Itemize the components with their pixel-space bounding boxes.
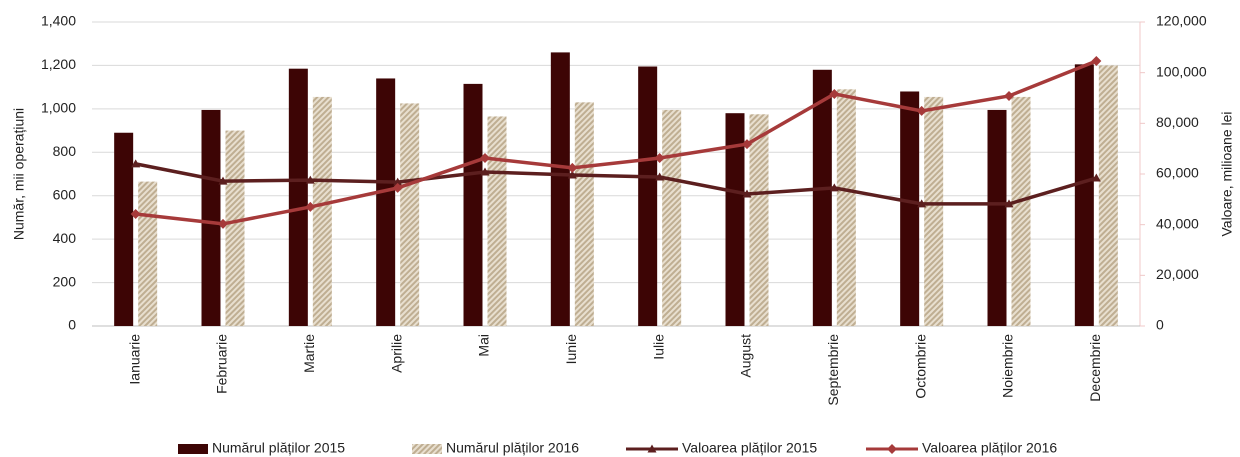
y-tick-label: 1,400 — [41, 13, 76, 29]
bar — [487, 116, 507, 326]
bar — [225, 130, 245, 326]
line — [135, 162, 1097, 206]
marker — [887, 444, 897, 454]
legend-label: Valoarea plăților 2015 — [682, 440, 817, 456]
marker — [130, 209, 141, 220]
y-tick-label: 400 — [53, 230, 77, 246]
y2-tick-label: 20,000 — [1156, 266, 1199, 282]
marker — [655, 172, 665, 181]
legend-swatch — [412, 444, 442, 454]
bar — [138, 181, 158, 326]
bar — [400, 103, 420, 326]
x-tick-label: Octombrie — [912, 334, 928, 399]
y-tick-label: 1,200 — [41, 56, 76, 72]
marker — [480, 167, 490, 176]
bar — [725, 113, 745, 326]
x-tick-label: Decembrie — [1087, 334, 1103, 402]
marker — [393, 177, 403, 186]
bar — [662, 109, 682, 326]
y-axis-label: Număr, mii operațiuni — [11, 108, 27, 240]
bar — [114, 132, 134, 326]
bar — [836, 89, 856, 326]
y2-tick-label: 120,000 — [1156, 13, 1207, 29]
bar — [1011, 96, 1031, 327]
x-tick-label: Februarie — [214, 334, 230, 394]
y2-tick-label: 0 — [1156, 317, 1164, 333]
bar — [288, 68, 308, 326]
y-tick-label: 800 — [53, 143, 77, 159]
x-tick-label: Iunie — [563, 334, 579, 365]
x-tick-label: Ianuarie — [126, 334, 142, 385]
x-tick-label: Noiembrie — [1000, 334, 1016, 398]
bar — [812, 69, 832, 327]
marker — [916, 105, 927, 116]
marker — [218, 218, 228, 229]
marker — [742, 139, 752, 150]
y-tick-label: 600 — [53, 186, 77, 202]
marker — [131, 159, 141, 168]
x-tick-label: Mai — [476, 334, 492, 357]
bar — [312, 96, 332, 327]
marker — [305, 201, 316, 212]
bar — [376, 78, 396, 326]
marker — [829, 88, 840, 99]
y2-tick-label: 60,000 — [1156, 165, 1199, 181]
marker — [305, 175, 315, 184]
marker — [567, 162, 578, 173]
marker — [1091, 56, 1102, 67]
bar — [900, 91, 920, 326]
y2-axis-label: Valoare, milioane lei — [1219, 111, 1235, 236]
marker — [392, 182, 403, 193]
bar — [987, 109, 1007, 326]
marker — [218, 176, 228, 185]
bar — [1098, 65, 1118, 326]
marker — [480, 153, 490, 164]
marker — [647, 444, 657, 453]
legend-swatch — [178, 444, 208, 454]
y2-tick-label: 40,000 — [1156, 215, 1199, 231]
bar — [550, 52, 570, 327]
x-tick-label: Aprilie — [388, 334, 404, 373]
x-tick-label: Septembrie — [825, 334, 841, 406]
x-tick-label: Martie — [301, 334, 317, 373]
marker — [829, 183, 839, 192]
x-tick-label: August — [738, 334, 754, 378]
marker — [1091, 173, 1101, 182]
legend-label: Numărul plăților 2015 — [212, 440, 345, 456]
marker — [654, 153, 665, 164]
bar — [749, 114, 769, 327]
y-tick-label: 0 — [68, 317, 76, 333]
marker — [567, 170, 577, 179]
bar — [1074, 64, 1094, 326]
y2-tick-label: 80,000 — [1156, 114, 1199, 130]
marker — [742, 189, 752, 198]
legend-label: Numărul plăților 2016 — [446, 440, 579, 456]
bar — [201, 109, 221, 326]
marker — [1004, 199, 1014, 208]
line — [135, 59, 1097, 226]
legend-label: Valoarea plăților 2016 — [922, 440, 1057, 456]
bar — [638, 66, 658, 326]
bar — [924, 96, 944, 327]
bar — [574, 102, 594, 326]
marker — [1004, 90, 1014, 101]
marker — [917, 199, 927, 208]
x-tick-label: Iulie — [650, 334, 666, 360]
y-tick-label: 1,000 — [41, 100, 76, 116]
y-tick-label: 200 — [53, 273, 77, 289]
y2-tick-label: 100,000 — [1156, 63, 1207, 79]
bar — [463, 83, 483, 326]
